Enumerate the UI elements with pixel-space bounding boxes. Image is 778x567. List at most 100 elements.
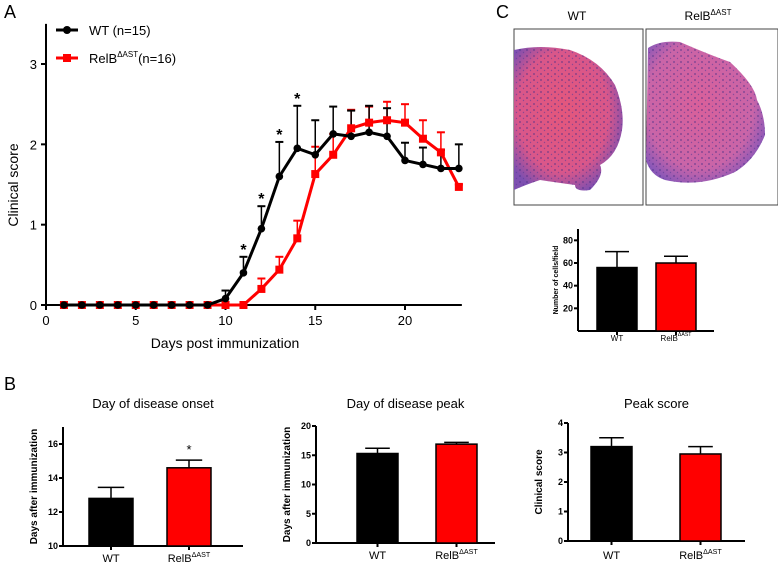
x-label-wt: WT <box>102 553 119 565</box>
data-point-wt <box>167 301 176 309</box>
group-name: RelB <box>661 334 678 343</box>
panel-label-b: B <box>4 374 16 394</box>
y-tick-label: 10 <box>48 541 58 551</box>
data-point-relb <box>454 182 463 191</box>
histology-wt-title: WT <box>568 9 587 23</box>
group-name: RelB <box>679 550 703 562</box>
data-point-relb <box>257 284 266 293</box>
y-tick-label: 4 <box>558 418 563 428</box>
data-point-wt <box>347 132 355 141</box>
data-point-relb <box>418 134 427 143</box>
chart-title: Day of disease onset <box>92 396 214 411</box>
bar-wt <box>356 452 399 544</box>
y-tick-label: 80 <box>563 235 573 245</box>
data-point-wt <box>329 130 338 138</box>
y-tick-label: 15 <box>301 450 311 460</box>
bar-relb <box>679 453 722 542</box>
bar-relb <box>166 467 212 547</box>
peak-score-bar-chart: Peak score Clinical score 0 1 2 3 4 WT RelBΔAST <box>534 396 745 562</box>
legend-wt-label: WT (n=15) <box>89 23 151 38</box>
legend: WT (n=15) RelBΔAST(n=16) <box>56 23 176 66</box>
data-point-wt <box>221 294 230 303</box>
data-point-wt <box>96 301 104 309</box>
significance-asterisk: * <box>294 91 301 108</box>
y-tick-label: 2 <box>558 477 563 487</box>
x-tick-label: 5 <box>132 313 139 328</box>
y-tick-label: 1 <box>30 218 37 233</box>
data-point-relb <box>311 170 320 179</box>
group-superscript: ΔAST <box>678 332 692 338</box>
y-axis-label: Days after immunization <box>29 429 40 545</box>
data-point-wt <box>365 128 373 137</box>
y-tick-label: 20 <box>301 421 311 431</box>
group-superscript: ΔAST <box>192 551 211 559</box>
histology-images: WT RelBΔAST <box>513 8 778 206</box>
y-tick-label: 10 <box>301 480 311 490</box>
bar-relb <box>655 262 697 332</box>
data-point-wt <box>149 301 158 309</box>
data-point-wt <box>78 301 86 309</box>
group-superscript: ΔAST <box>459 548 478 556</box>
data-point-wt <box>311 150 320 159</box>
group-name: RelB <box>435 550 459 562</box>
data-point-relb <box>293 234 302 243</box>
y-tick-label: 3 <box>558 448 563 458</box>
data-point-wt <box>401 156 409 165</box>
y-axis-label: Number of cells/field <box>553 246 560 315</box>
data-point-wt <box>131 301 140 309</box>
data-point-wt <box>60 301 68 309</box>
legend-wt-marker <box>63 26 71 34</box>
significance-asterisk: * <box>186 442 191 457</box>
x-label-wt: WT <box>369 550 386 562</box>
bar-relb <box>435 443 478 544</box>
x-tick-label: 10 <box>218 313 232 328</box>
y-tick-label: 14 <box>48 473 58 483</box>
onset-bar-chart: Day of disease onset Days after immunizat… <box>29 396 243 565</box>
bar-wt <box>596 266 638 332</box>
data-point-relb <box>221 301 230 309</box>
y-axis-label: Clinical score <box>5 143 21 226</box>
chart-title: Peak score <box>624 396 689 411</box>
data-point-relb <box>365 118 374 127</box>
y-tick-label: 60 <box>563 258 573 268</box>
y-tick-label: 16 <box>48 439 58 449</box>
data-point-relb <box>401 118 409 127</box>
bar-wt <box>590 445 633 542</box>
y-tick-label: 5 <box>306 509 311 519</box>
histology-relb-title: RelBΔAST <box>685 8 732 23</box>
significance-asterisk: * <box>240 242 247 259</box>
x-label-relb: RelBΔAST <box>679 548 722 562</box>
data-point-relb <box>436 148 445 157</box>
panel-label-a: A <box>4 2 16 22</box>
data-point-wt <box>185 301 194 309</box>
significance-asterisk: * <box>258 191 265 208</box>
legend-relb-marker <box>63 54 71 62</box>
y-tick-label: 1 <box>558 507 563 517</box>
x-tick-label: 20 <box>398 313 412 328</box>
x-label-wt: WT <box>603 550 620 562</box>
data-point-wt <box>383 132 391 141</box>
histology-relb-image <box>646 41 765 183</box>
x-axis-label: Days post immunization <box>151 335 300 351</box>
data-point-wt <box>203 301 212 309</box>
data-point-wt <box>239 269 248 277</box>
cells-per-field-bar-chart: Number of cells/field 20 40 60 80 WT RelBΔAST <box>553 229 714 343</box>
histology-wt-image <box>514 47 623 191</box>
x-label-wt: WT <box>611 334 624 343</box>
x-label-relb: RelBΔAST <box>661 332 693 343</box>
chart-title: Day of disease peak <box>347 396 465 411</box>
data-point-relb <box>347 124 356 133</box>
y-tick-label: 3 <box>30 57 37 72</box>
data-point-relb <box>239 301 248 309</box>
data-point-relb <box>329 150 338 159</box>
y-tick-label: 0 <box>30 298 37 313</box>
clinical-score-line-chart: Clinical score Days post immunization WT… <box>5 23 463 351</box>
x-tick-label: 15 <box>308 313 322 328</box>
significance-asterisk: * <box>276 127 283 144</box>
data-point-wt <box>257 224 266 233</box>
bar-wt <box>88 497 134 547</box>
y-tick-label: 0 <box>558 536 563 546</box>
y-tick-label: 20 <box>563 303 573 313</box>
y-tick-label: 12 <box>48 507 58 517</box>
